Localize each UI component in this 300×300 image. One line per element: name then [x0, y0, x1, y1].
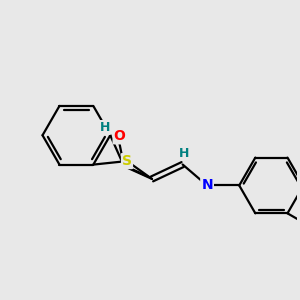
- Text: H: H: [100, 121, 110, 134]
- Text: N: N: [201, 178, 213, 193]
- Text: H: H: [179, 147, 189, 160]
- Text: O: O: [114, 129, 125, 143]
- Text: S: S: [122, 154, 132, 168]
